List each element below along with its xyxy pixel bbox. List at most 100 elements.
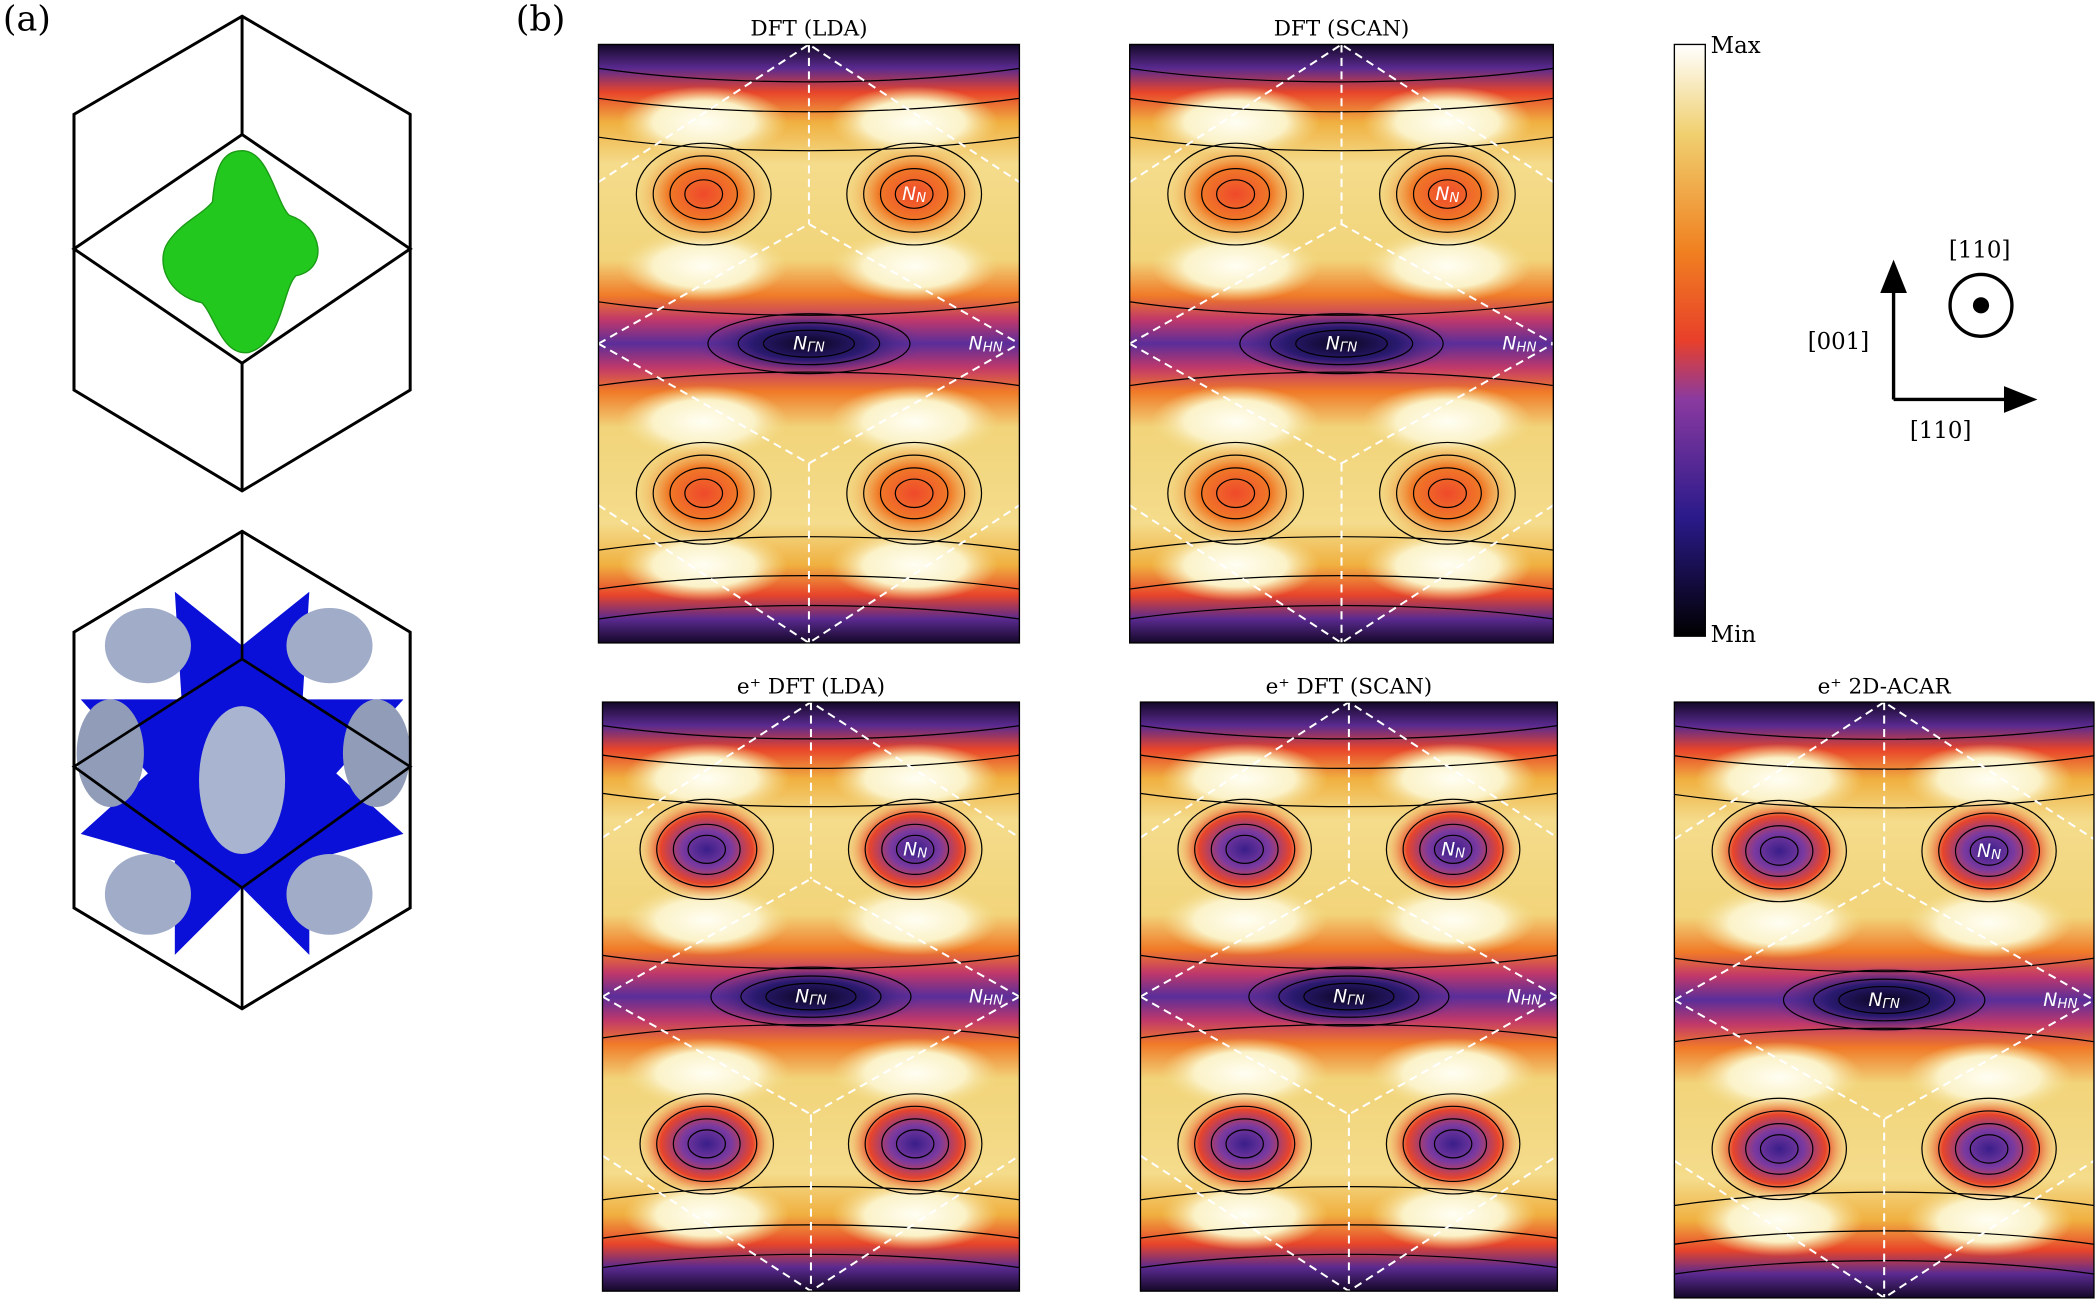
contour (1674, 725, 2094, 740)
map-body (598, 44, 1020, 643)
contour (1379, 441, 1516, 545)
label-base: N (969, 986, 983, 1007)
point-label: NN (1977, 841, 2001, 864)
center-min (698, 964, 924, 1030)
colorbar-min: Min (1711, 622, 1757, 648)
contour (1728, 1110, 1831, 1188)
contour (1674, 957, 2094, 973)
contour (1177, 798, 1312, 901)
label-sub: HN (983, 341, 1003, 356)
contour (1954, 825, 2024, 877)
contour (1419, 823, 1488, 875)
map-title: e⁺ DFT (LDA) (737, 674, 885, 699)
contour (1201, 467, 1271, 520)
contour (1385, 1093, 1521, 1195)
label-base: N (1326, 333, 1340, 354)
bright-region (619, 229, 788, 302)
orientation: [110] [001] [110] (1808, 238, 2038, 444)
point-label: NHN (1507, 986, 1541, 1009)
contour (1201, 168, 1271, 221)
contour (1177, 1093, 1312, 1195)
contour (1194, 811, 1296, 888)
contour (672, 823, 741, 875)
label-base: N (1502, 333, 1516, 354)
map-title: e⁺ 2D-ACAR (1818, 674, 1952, 699)
contour (1295, 329, 1388, 358)
bright-region (1695, 886, 1864, 959)
map-frame (1129, 43, 1554, 644)
contour (1140, 754, 1558, 769)
contour (635, 142, 772, 246)
map-frame (1673, 701, 2095, 1299)
point-label: NΓN (795, 986, 827, 1009)
map-title: DFT (LDA) (750, 17, 867, 42)
contour (1184, 454, 1288, 533)
contour (1140, 1024, 1558, 1039)
bright-region (619, 385, 788, 458)
contour (1433, 834, 1473, 864)
bright-region (623, 1037, 791, 1109)
bz-boundary (1674, 702, 2094, 1298)
label-base: N (1435, 184, 1449, 205)
center-min (695, 310, 923, 377)
map-frame (597, 43, 1021, 644)
label-base: N (969, 333, 983, 354)
bright-region (829, 86, 999, 159)
label-sub: HN (983, 994, 1003, 1009)
map-body (1129, 44, 1554, 643)
label-sub: ΓN (1882, 997, 1900, 1012)
contour (684, 478, 724, 509)
contour (879, 467, 949, 520)
bright-region (1905, 743, 2073, 816)
contour (1433, 1129, 1473, 1159)
contour (598, 371, 1020, 387)
contour (1395, 454, 1499, 533)
contour (1954, 1122, 2024, 1175)
contour (881, 823, 950, 875)
bright-region (1905, 886, 2073, 959)
contour (687, 834, 727, 864)
bz-boundary (1129, 44, 1554, 643)
contour (598, 136, 1020, 152)
bright-region (831, 1037, 999, 1109)
contour (1225, 1129, 1264, 1159)
contour (1813, 978, 1956, 1022)
bright-region (1161, 884, 1329, 956)
contour (879, 168, 949, 221)
contour (1216, 179, 1256, 209)
contour (846, 441, 983, 545)
contour (672, 1118, 741, 1170)
bright-region (1695, 1184, 1864, 1257)
label-base: N (903, 839, 917, 860)
point-label: NN (1435, 184, 1459, 207)
center-min (1227, 310, 1456, 377)
point-label: NN (1441, 839, 1465, 862)
contour (1402, 1105, 1504, 1183)
label-base: N (902, 184, 916, 205)
bright-region (1905, 1041, 2073, 1114)
contour (1225, 834, 1264, 864)
contour (894, 179, 934, 209)
contour (1129, 371, 1554, 387)
bright-region (1695, 743, 1864, 816)
contour (669, 168, 738, 221)
label-sub: N (917, 846, 927, 861)
contour (1269, 322, 1414, 366)
contour (1385, 798, 1521, 901)
contour (1759, 836, 1799, 866)
contour (1674, 793, 2094, 809)
bright-region (1150, 385, 1321, 458)
point-label: NΓN (793, 333, 825, 356)
label-sub: HN (2057, 997, 2077, 1012)
label-base: N (1333, 986, 1347, 1007)
contour (1129, 67, 1554, 83)
contour (895, 1129, 935, 1159)
contour (881, 1118, 950, 1170)
contour (1782, 969, 1986, 1031)
panel-label: (a) (3, 0, 51, 40)
contour (1728, 812, 1831, 890)
